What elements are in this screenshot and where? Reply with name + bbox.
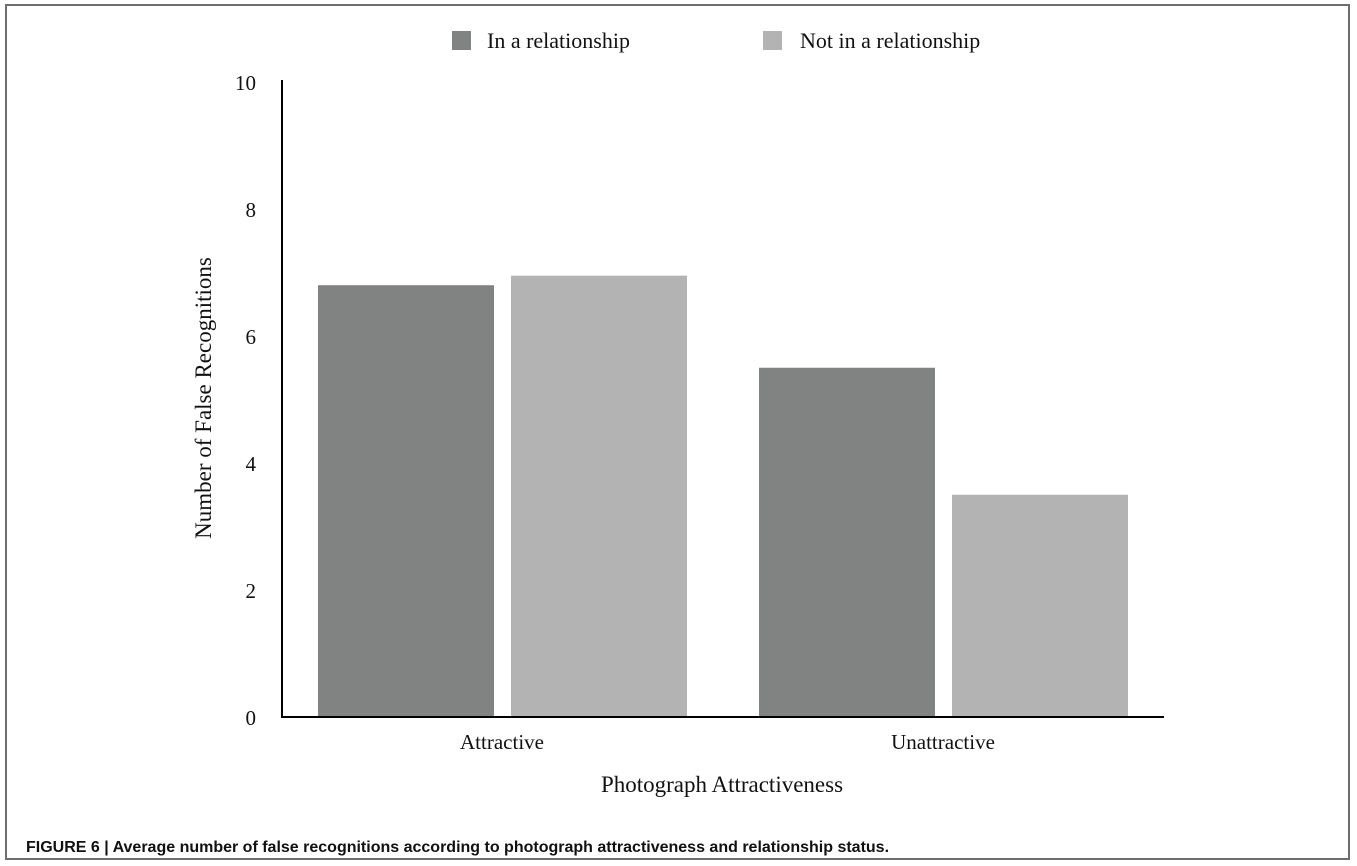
bars xyxy=(318,275,1128,717)
legend-label-in-relationship: In a relationship xyxy=(487,28,630,53)
legend: In a relationship Not in a relationship xyxy=(452,28,980,53)
y-tick-label: 8 xyxy=(246,198,257,222)
y-axis-ticks: 0 2 4 6 8 10 xyxy=(235,71,257,730)
legend-label-not-in-relationship: Not in a relationship xyxy=(800,28,980,53)
bar-unattractive-not-in-a-relationship xyxy=(952,494,1128,717)
legend-swatch-in-relationship xyxy=(452,31,471,50)
x-axis-title: Photograph Attractiveness xyxy=(601,772,843,797)
y-tick-label: 4 xyxy=(246,452,257,476)
y-axis-title: Number of False Recognitions xyxy=(191,257,216,539)
bar-unattractive-in-a-relationship xyxy=(759,367,935,717)
legend-swatch-not-in-relationship xyxy=(763,31,782,50)
y-tick-label: 6 xyxy=(246,325,257,349)
x-tick-label-attractive: Attractive xyxy=(460,730,544,754)
figure-caption: FIGURE 6 | Average number of false recog… xyxy=(26,839,890,856)
bar-attractive-not-in-a-relationship xyxy=(511,275,687,717)
bar-attractive-in-a-relationship xyxy=(318,285,494,717)
x-tick-label-unattractive: Unattractive xyxy=(891,730,995,754)
y-tick-label: 10 xyxy=(235,71,256,95)
y-tick-label: 2 xyxy=(246,579,257,603)
y-tick-label: 0 xyxy=(246,706,257,730)
